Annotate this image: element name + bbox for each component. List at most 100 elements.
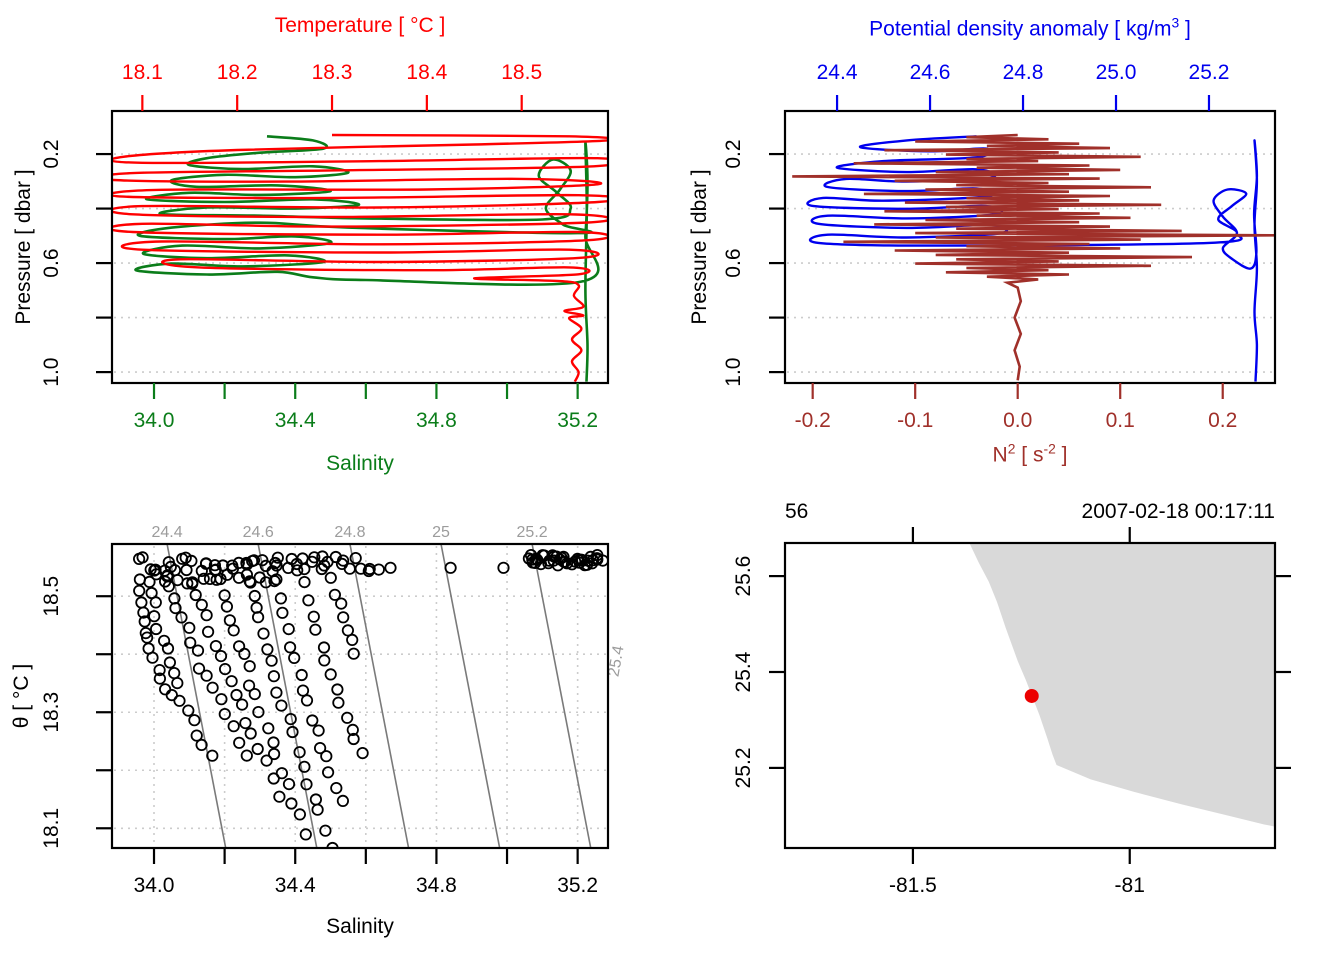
theta-axis-title: θ [ °C ] [10,663,33,729]
ts-scatter-point [346,723,359,737]
ts-scatter-point [238,647,251,661]
ts-scatter-point [286,725,299,739]
axis-tick-label: 35.2 [557,409,598,432]
ts-scatter-point [312,724,325,737]
ts-scatter-point [336,794,349,808]
ts-scatter-point [138,615,151,628]
ts-scatter-point [306,714,319,727]
ts-scatter-point [262,722,275,735]
ts-scatter-point [191,644,205,657]
ts-scatter-point [169,601,182,615]
ts-scatter-point [184,636,197,649]
temperature-axis-title: Temperature [ °C ] [274,14,446,37]
ts-scatter-point [372,563,385,576]
ts-scatter-point [267,736,280,749]
ts-scatter-point [202,625,215,638]
ts-scatter-point [275,767,288,780]
isopycnal-line [531,544,592,848]
ts-scatter-point [318,559,331,572]
axis-tick-label: 1.0 [40,357,63,386]
axis-tick-label: -0.1 [897,409,933,432]
ts-scatter-point [260,754,273,767]
axis-tick-label: 0.1 [1106,409,1135,432]
ts-scatter-point [236,698,249,711]
ts-scatter-point [291,564,304,577]
axis-tick-label: 18.3 [40,692,63,733]
ts-scatter-point [195,738,208,752]
ts-scatter-point [293,746,306,759]
ts-scatter-point [497,561,510,574]
ts-scatter-point [159,683,172,696]
isopycnal-line [257,544,318,848]
axis-tick-label: 25.6 [732,556,755,597]
ts-scatter-point [161,642,175,655]
isopycnal-line [440,544,501,848]
ts-scatter-point [227,624,240,637]
ts-scatter-point [282,622,295,636]
axis-tick-label: 18.4 [406,61,447,84]
ts-scatter-point [274,592,287,605]
isopycnal-label: 24.6 [243,524,274,541]
ts-scatter-point [299,828,312,841]
ts-scatter-point [318,654,331,667]
ts-scatter-point [148,610,161,623]
axis-tick-label: 25.0 [1096,61,1137,84]
ts-scatter-point [186,577,199,590]
ts-scatter-point [308,551,321,564]
axis-tick-label: -0.2 [795,409,831,432]
ts-scatter-point [354,562,367,575]
n2-axis-title-end: ] [1055,443,1068,467]
isopycnal-label: 24.4 [152,524,183,541]
ts-scatter-point [270,573,283,586]
ts-scatter-point [200,669,213,682]
ts-scatter-point [227,720,240,733]
ts-scatter-point [341,711,354,724]
ts-scatter-point [195,598,208,611]
ts-scatter-point [190,729,203,742]
ts-scatter-point [220,600,233,613]
ts-scatter-point [283,641,297,654]
ts-scatter-point [240,558,253,571]
axis-tick-label: 0.2 [40,139,63,168]
ts-scatter-point [146,651,159,664]
ts-scatter-point [444,561,457,574]
ts-scatter-point [302,594,315,607]
ts-scatter-point [162,580,175,593]
ts-scatter-point [182,704,195,717]
ts-scatter-point [331,683,344,696]
ts-scatter-point [328,588,341,601]
ts-scatter-point [347,732,360,746]
ts-scatter-point [309,793,322,806]
axis-tick-label: 0.2 [722,139,745,168]
ts-scatter-point [252,611,265,624]
ts-scatter-point [300,778,313,791]
ts-scatter-point [165,688,178,702]
ts-scatter-point [219,662,232,676]
n2-axis-title-sup2: -2 [1043,440,1056,457]
ts-scatter-point [311,803,324,816]
axis-tick-label: -81.5 [889,874,937,897]
density-axis-title-end: ] [1179,17,1191,41]
ts-scatter-point [180,563,193,577]
plot-box [783,541,1277,850]
plot-box [110,542,610,850]
ts-scatter-point [150,622,163,636]
axis-tick-label: 35.2 [557,874,598,897]
axis-tick-label: 18.5 [40,576,63,617]
ts-scatter-point [335,597,348,610]
pressure-axis-title-right-panel: Pressure [ dbar ] [688,169,711,325]
ts-scatter-point [232,556,245,570]
density-axis-title: Potential density anomaly [ kg/m3 ] [869,12,1191,41]
ts-scatter-point [162,556,175,569]
isopycnal-label: 24.8 [334,524,365,541]
ts-scatter-point [267,670,280,683]
ts-scatter-point [307,610,320,623]
ts-scatter-point [324,571,337,584]
ts-scatter-point [261,643,274,656]
ts-scatter-point [233,640,246,653]
ts-scatter-point [298,562,311,576]
pressure-axis-title-left-panel: Pressure [ dbar ] [12,169,35,325]
ts-scatter-point [288,651,301,665]
